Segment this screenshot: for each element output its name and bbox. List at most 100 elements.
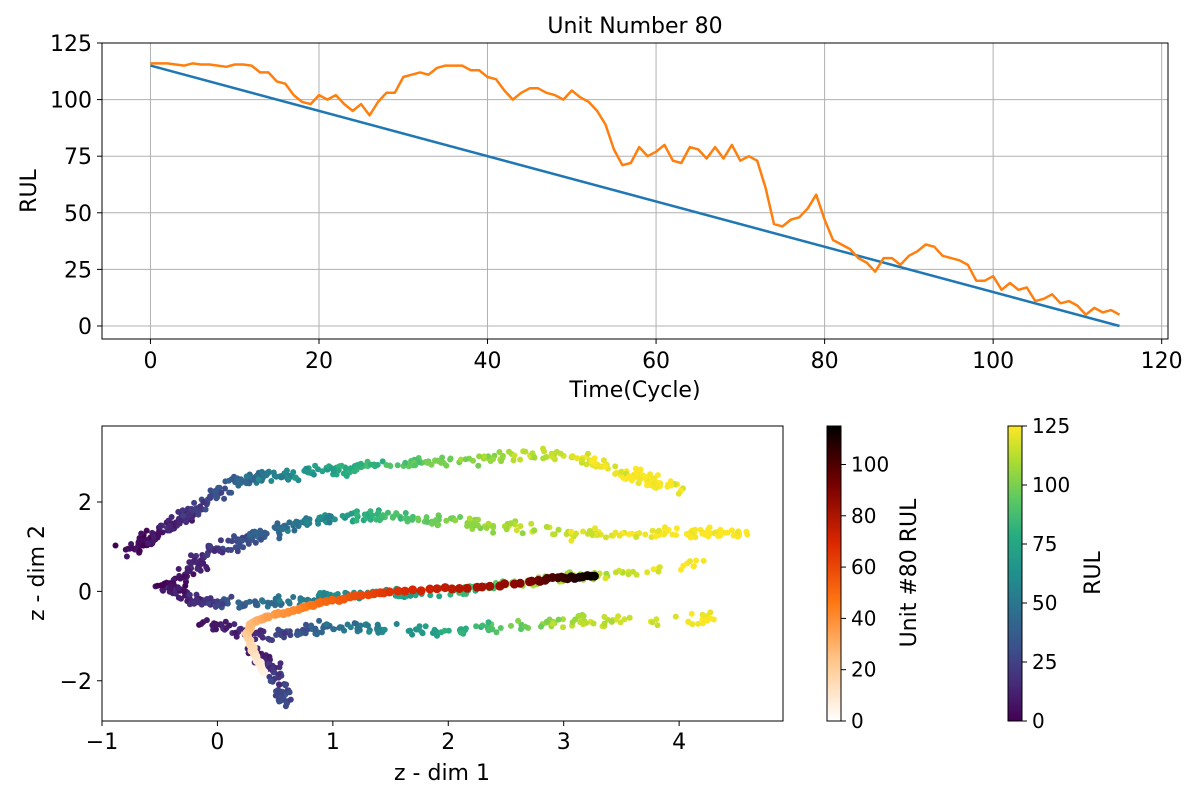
scatter-point <box>413 626 420 633</box>
scatter-point <box>487 625 494 632</box>
scatter-point <box>522 448 529 455</box>
scatter-point <box>312 462 319 469</box>
scatter-point <box>236 541 243 548</box>
scatter-point <box>376 517 383 524</box>
unit80-point <box>425 584 435 594</box>
top-x-tick-label: 60 <box>642 349 670 374</box>
scatter-point <box>186 591 193 598</box>
scatter-point <box>135 540 142 547</box>
scatter-point <box>429 520 435 527</box>
scatter-point <box>224 600 231 607</box>
scatter-point <box>215 484 222 491</box>
scatter-point <box>402 510 409 516</box>
scatter-point <box>207 543 213 549</box>
scatter-point <box>579 457 586 463</box>
scatter-point <box>290 594 297 600</box>
scatter-point <box>443 517 450 524</box>
scatter-point <box>692 534 699 541</box>
scatter-point <box>431 626 438 633</box>
scatter-point <box>647 471 654 478</box>
unit80-point <box>385 587 394 597</box>
unit80-point <box>589 571 599 581</box>
scatter-point <box>728 527 735 534</box>
scatter-point <box>259 597 265 604</box>
top-y-axis-label: RUL <box>17 168 42 212</box>
scatter-point <box>366 628 373 635</box>
scatter-point <box>181 573 188 580</box>
scatter-point <box>175 566 182 572</box>
scatter-point <box>473 623 480 630</box>
scatter-point <box>457 514 464 520</box>
scatter-point <box>247 532 254 539</box>
scatter-point <box>291 527 298 534</box>
bottom-x-tick-label: 1 <box>326 730 340 755</box>
colorbar-unit80: 0 20 40 60 80 100 Unit #80 RUL <box>826 425 922 733</box>
scatter-point <box>267 678 274 685</box>
scatter-point <box>252 630 259 637</box>
scatter-point <box>457 456 464 463</box>
bottom-x-tick-label: 3 <box>557 730 571 755</box>
scatter-point <box>415 517 422 524</box>
scatter-point <box>179 507 186 514</box>
scatter-point <box>519 530 526 537</box>
top-x-tick-label: 80 <box>811 349 839 374</box>
scatter-point <box>338 462 345 469</box>
bottom-x-ticks: −1 0 1 2 3 4 <box>86 721 686 755</box>
top-series-line-0 <box>150 64 1120 328</box>
scatter-point <box>236 604 243 611</box>
scatter-point <box>481 453 487 460</box>
top-y-tick-label: 125 <box>50 32 92 57</box>
bottom-x-tick-label: 0 <box>210 730 224 755</box>
scatter-point <box>348 510 355 517</box>
scatter-point <box>298 596 305 603</box>
scatter-point <box>445 627 452 634</box>
unit80-point <box>416 586 426 596</box>
scatter-point <box>621 616 628 623</box>
unit80-point <box>327 595 337 605</box>
scatter-point <box>424 519 431 525</box>
scatter-point <box>592 525 598 532</box>
cb1-ticks-label: 40 <box>851 606 876 630</box>
scatter-point <box>228 593 235 600</box>
scatter-point <box>508 622 514 629</box>
top-x-axis-label: Time(Cycle) <box>568 378 700 403</box>
unit80-point <box>408 585 418 595</box>
scatter-point <box>402 459 409 466</box>
cb2-ticks-label: 75 <box>1032 532 1057 556</box>
scatter-point <box>717 532 724 539</box>
scatter-point <box>318 629 325 636</box>
top-x-tick-label: 0 <box>143 349 157 374</box>
scatter-point <box>213 626 219 633</box>
scatter-point <box>585 450 591 457</box>
scatter-point <box>613 616 620 623</box>
scatter-point <box>214 621 221 628</box>
scatter-point <box>625 531 632 538</box>
scatter-point <box>650 480 657 487</box>
scatter-point <box>702 531 709 538</box>
scatter-point <box>490 524 497 531</box>
scatter-point <box>625 571 632 578</box>
scatter-point <box>283 467 290 474</box>
top-y-tick-label: 25 <box>64 258 92 283</box>
scatter-point <box>286 598 293 605</box>
scatter-point <box>490 456 496 463</box>
unit80-point <box>432 584 442 594</box>
scatter-point <box>393 621 400 627</box>
unit80-point <box>454 584 464 593</box>
bottom-y-tick-label: −2 <box>60 670 92 695</box>
scatter-point <box>511 452 518 459</box>
scatter-point <box>730 532 737 539</box>
cb2-ticks-label: 0 <box>1032 709 1045 733</box>
scatter-point <box>347 624 354 631</box>
scatter-point <box>695 620 702 627</box>
top-axes-frame <box>101 42 1169 340</box>
unit80-point <box>477 582 487 592</box>
scatter-point <box>305 469 312 476</box>
bottom-y-ticks: −2 0 2 <box>60 491 102 695</box>
scatter-point <box>274 520 281 527</box>
scatter-point <box>543 523 550 530</box>
scatter-point <box>186 568 193 574</box>
unit80-point <box>447 584 457 594</box>
scatter-point <box>464 523 471 529</box>
scatter-point <box>693 557 700 564</box>
